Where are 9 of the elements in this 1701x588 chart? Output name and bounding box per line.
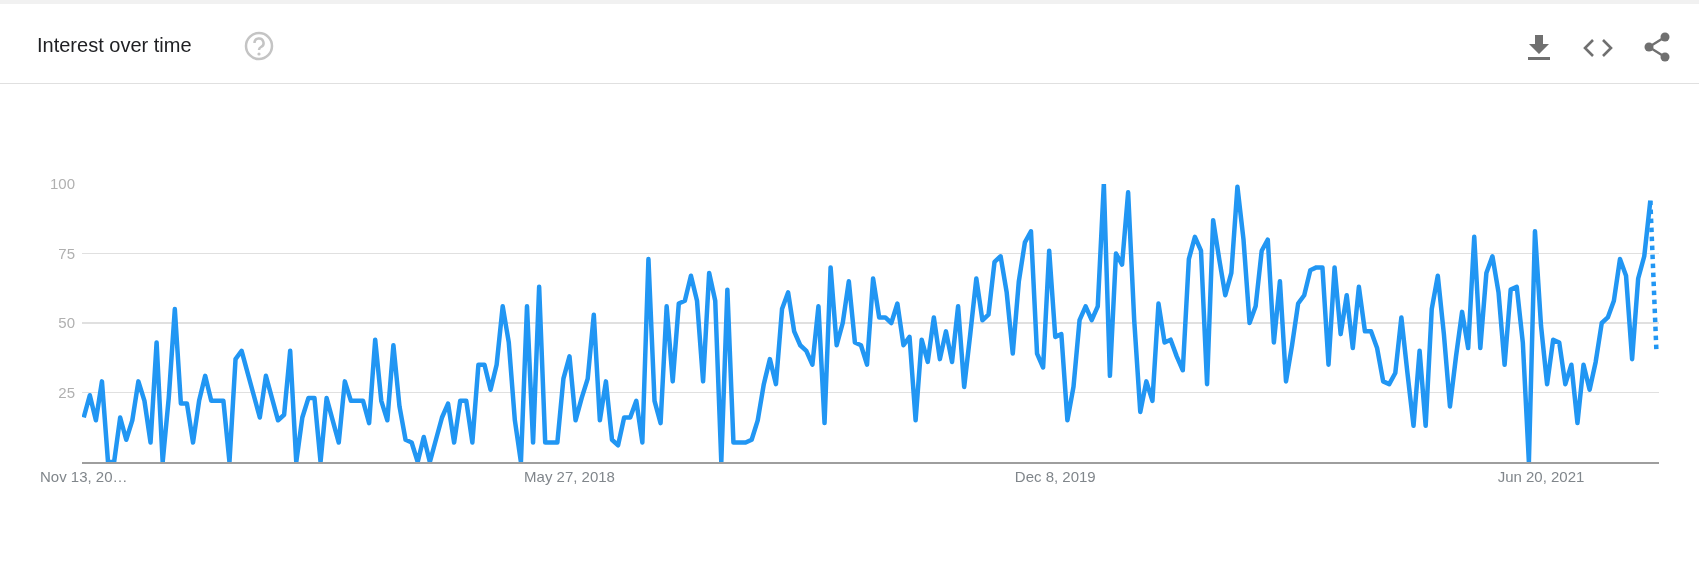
x-tick-label: Dec 8, 2019 bbox=[1014, 467, 1096, 485]
x-tick-label: Jun 20, 2021 bbox=[1497, 467, 1585, 485]
chart-title: Interest over time bbox=[37, 34, 192, 57]
x-tick-label: Nov 13, 20… bbox=[39, 467, 128, 485]
x-tick-label: May 27, 2018 bbox=[524, 467, 615, 485]
y-tick-label: 25 bbox=[58, 383, 75, 401]
y-tick-label: 75 bbox=[58, 244, 75, 262]
y-tick-label: 100 bbox=[49, 175, 75, 193]
y-tick-label: 50 bbox=[58, 314, 75, 332]
